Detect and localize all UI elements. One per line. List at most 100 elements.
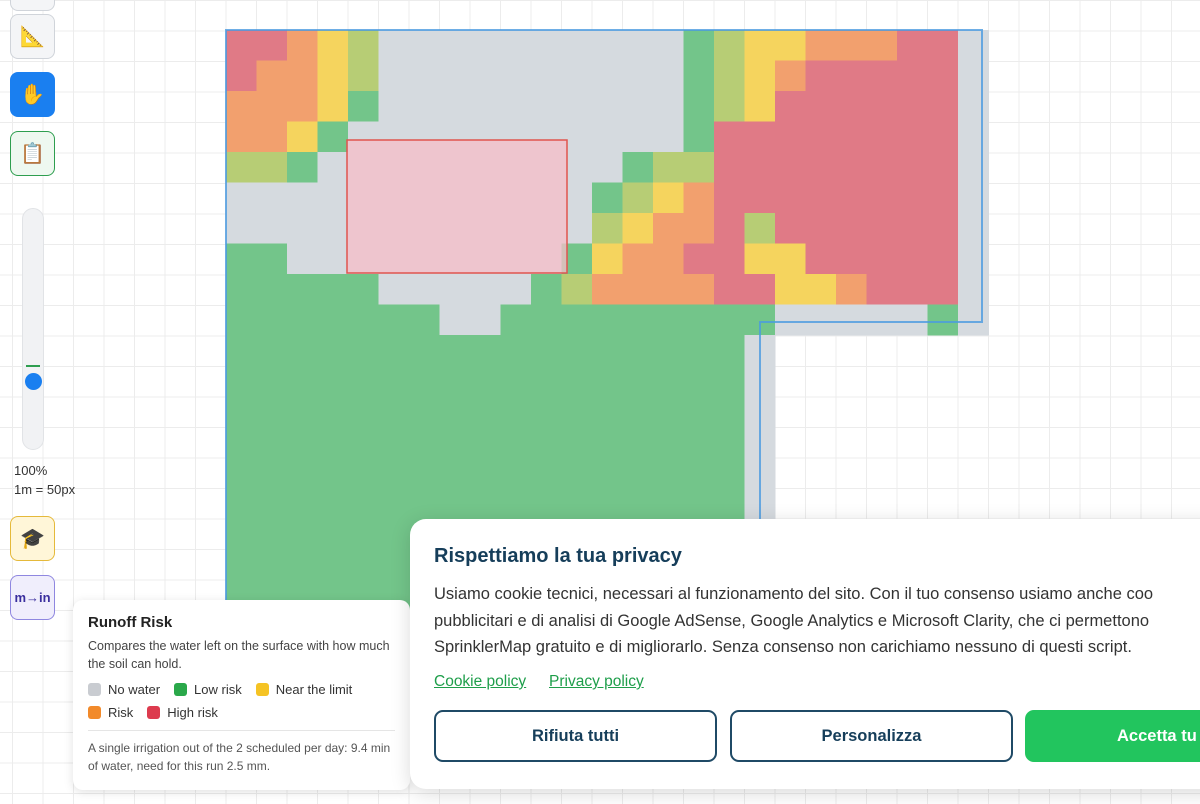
heat-cell xyxy=(714,396,745,427)
heat-cell xyxy=(500,274,532,305)
privacy-policy-link[interactable]: Privacy policy xyxy=(549,673,644,690)
heat-cell xyxy=(439,487,471,519)
heat-cell xyxy=(744,152,776,183)
heat-cell xyxy=(287,152,318,183)
tool-button[interactable] xyxy=(10,0,55,11)
heat-cell xyxy=(256,121,288,153)
heat-cell xyxy=(317,91,349,122)
heat-cell xyxy=(714,304,745,336)
pan-button[interactable]: ✋ xyxy=(10,72,55,117)
heat-cell xyxy=(622,182,654,214)
heat-cell xyxy=(256,365,288,397)
heat-cell xyxy=(622,60,654,92)
heat-cell xyxy=(287,365,318,397)
ruler-button[interactable]: 📐 xyxy=(10,14,55,59)
heat-cell xyxy=(592,121,623,153)
cookie-text: SprinklerMap gratuito e di migliorarlo. … xyxy=(434,638,1132,656)
heat-cell xyxy=(653,396,684,427)
heat-cell xyxy=(287,396,318,427)
heat-cell xyxy=(531,60,562,92)
heat-cell xyxy=(653,243,684,275)
heat-cell xyxy=(531,396,562,427)
heat-cell xyxy=(348,548,379,580)
cookie-policy-link[interactable]: Cookie policy xyxy=(434,673,527,690)
heat-cell xyxy=(287,91,318,122)
heat-cell xyxy=(958,182,989,214)
heat-cell xyxy=(378,60,410,92)
heat-cell xyxy=(287,457,318,488)
heat-cell xyxy=(226,274,257,305)
heat-cell xyxy=(653,457,684,488)
zoom-slider[interactable] xyxy=(22,208,44,450)
heat-cell xyxy=(592,274,623,305)
legend-note: A single irrigation out of the 2 schedul… xyxy=(88,730,395,775)
heat-cell xyxy=(897,243,928,275)
legend-label: No water xyxy=(108,682,161,697)
heat-cell xyxy=(836,243,867,275)
notes-button[interactable]: 📋 xyxy=(10,131,55,176)
heat-cell xyxy=(500,304,532,336)
heat-cell xyxy=(622,91,654,122)
heat-cell xyxy=(226,365,257,397)
cookie-text: pubblicitari e di analisi di Google AdSe… xyxy=(434,612,1150,630)
heat-cell xyxy=(927,121,959,153)
heat-cell xyxy=(866,243,898,275)
heat-cell xyxy=(622,365,654,397)
zoom-level: 100% xyxy=(14,463,48,478)
heat-cell xyxy=(958,274,989,305)
heat-cell xyxy=(653,60,684,92)
heat-cell xyxy=(714,274,745,305)
heat-cell xyxy=(256,91,288,122)
heat-cell xyxy=(714,60,745,92)
reject-button[interactable]: Rifiuta tutti xyxy=(434,710,717,762)
heat-cell xyxy=(531,457,562,488)
heat-cell xyxy=(409,91,440,122)
legend-item: Near the limit xyxy=(255,682,352,697)
tutorial-button[interactable]: 🎓 xyxy=(10,516,55,561)
heat-cell xyxy=(561,396,593,427)
heat-cell xyxy=(317,548,349,580)
heat-cell xyxy=(927,304,959,336)
heat-cell xyxy=(317,518,349,549)
accept-button[interactable]: Accetta tu xyxy=(1025,710,1200,762)
swatch xyxy=(88,683,101,696)
heat-cell xyxy=(897,30,928,61)
slider-knob[interactable] xyxy=(25,373,42,390)
heat-cell xyxy=(653,152,684,183)
heat-cell xyxy=(805,213,837,244)
heat-cell xyxy=(592,487,623,519)
heat-cell xyxy=(256,518,288,549)
heat-cell xyxy=(256,243,288,275)
heat-cell xyxy=(897,274,928,305)
heat-cell xyxy=(958,304,989,336)
heat-cell xyxy=(378,487,410,519)
heat-cell xyxy=(622,457,654,488)
heat-cell xyxy=(653,121,684,153)
heat-cell xyxy=(714,152,745,183)
heat-cell xyxy=(653,182,684,214)
heat-cell xyxy=(348,457,379,488)
heat-cell xyxy=(775,182,806,214)
heat-cell xyxy=(470,365,501,397)
heat-cell xyxy=(653,274,684,305)
heat-cell xyxy=(866,274,898,305)
heat-cell xyxy=(836,60,867,92)
heat-cell xyxy=(592,30,623,61)
heat-cell xyxy=(714,335,745,366)
heat-cell xyxy=(592,304,623,336)
heat-cell xyxy=(470,457,501,488)
garden-outline xyxy=(225,29,983,620)
heat-cell xyxy=(561,365,593,397)
heat-cell xyxy=(317,243,349,275)
heat-cell xyxy=(500,335,532,366)
customize-button[interactable]: Personalizza xyxy=(730,710,1013,762)
cookie-banner: Rispettiamo la tua privacy Usiamo cookie… xyxy=(410,519,1200,789)
heat-cell xyxy=(958,213,989,244)
legend-description: Compares the water left on the surface w… xyxy=(88,639,390,671)
units-button[interactable]: m→in xyxy=(10,575,55,620)
heat-cell xyxy=(317,487,349,519)
heat-cell xyxy=(226,182,257,214)
heat-cell xyxy=(470,335,501,366)
heat-cell xyxy=(561,274,593,305)
heat-cell xyxy=(683,396,715,427)
